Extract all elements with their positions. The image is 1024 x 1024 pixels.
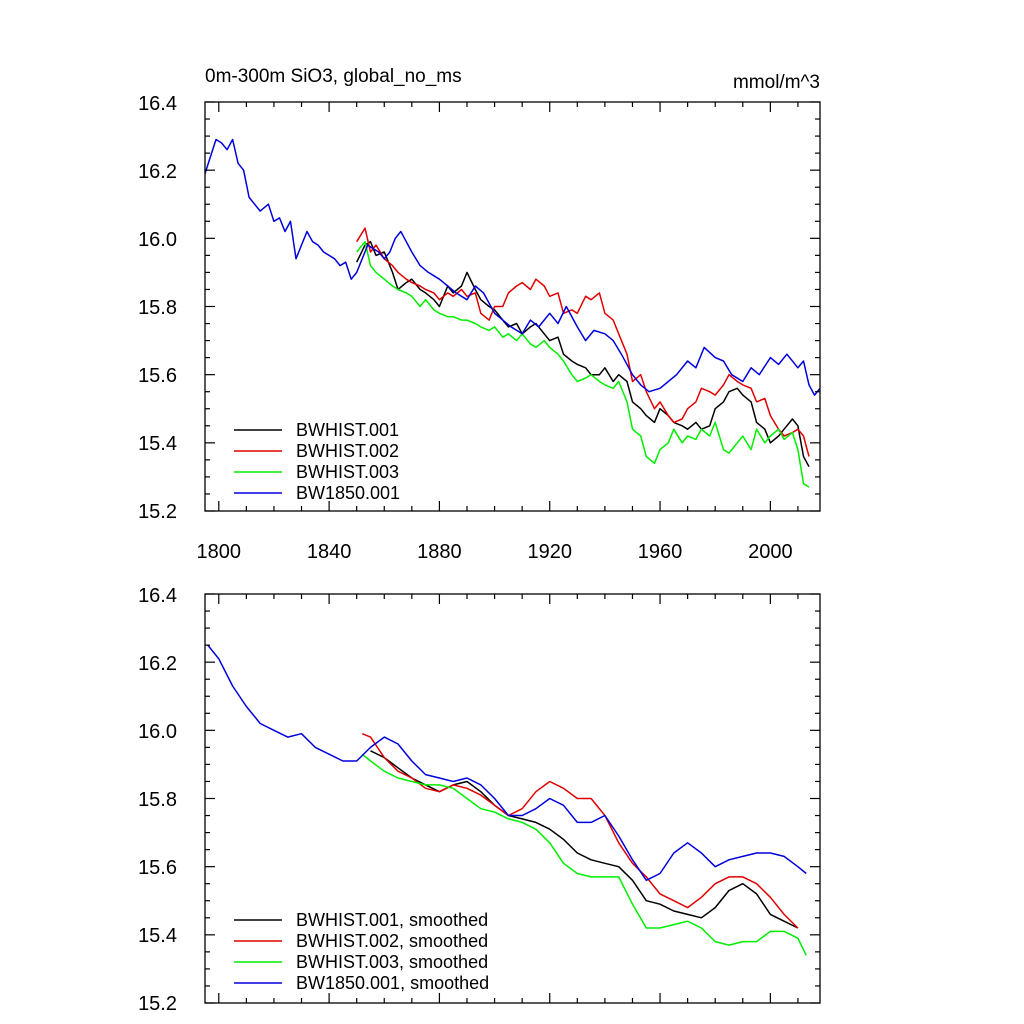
bottom-panel: 16.4 16.2 16.0 15.8 15.6 15.4 15.2 BWHIS… — [138, 585, 821, 1015]
y-tick-label: 16.2 — [138, 161, 177, 183]
y-tick-label: 15.8 — [138, 297, 177, 319]
legend-top: BWHIST.001 BWHIST.002 BWHIST.003 BW1850.… — [234, 420, 400, 503]
legend-label: BW1850.001, smoothed — [296, 973, 489, 993]
legend-label: BWHIST.003, smoothed — [296, 952, 488, 972]
legend-label: BW1850.001 — [296, 483, 400, 503]
x-tick-labels-top: 1800 1840 1880 1920 1960 2000 — [197, 541, 793, 563]
legend-label: BWHIST.001 — [296, 420, 399, 440]
series-line — [356, 240, 810, 468]
y-tick-label: 15.6 — [138, 857, 177, 879]
plot-area-top — [204, 101, 821, 512]
series-line — [361, 733, 799, 929]
ticks-bottom — [205, 593, 820, 1004]
series-line — [361, 753, 807, 956]
y-tick-labels-top: 16.4 16.2 16.0 15.8 15.6 15.4 15.2 — [138, 93, 177, 523]
y-tick-label: 16.0 — [138, 721, 177, 743]
series-line — [204, 138, 821, 396]
y-tick-label: 16.2 — [138, 653, 177, 675]
series-line — [356, 240, 810, 488]
y-tick-label: 16.4 — [138, 93, 177, 115]
y-tick-label: 16.4 — [138, 585, 177, 607]
y-tick-label: 15.8 — [138, 789, 177, 811]
x-tick-label: 1840 — [307, 541, 352, 563]
x-tick-label: 1800 — [197, 541, 242, 563]
series-layer-top — [204, 138, 821, 488]
y-tick-label: 15.4 — [138, 925, 177, 947]
legend-label: BWHIST.001, smoothed — [296, 910, 488, 930]
y-tick-label: 15.4 — [138, 433, 177, 455]
plot-area-bottom — [204, 593, 821, 1004]
y-tick-label: 15.2 — [138, 993, 177, 1015]
x-tick-label: 1920 — [527, 541, 572, 563]
legend-label: BWHIST.003 — [296, 462, 399, 482]
series-layer-bottom — [207, 644, 807, 956]
y-tick-label: 15.6 — [138, 365, 177, 387]
y-tick-labels-bottom: 16.4 16.2 16.0 15.8 15.6 15.4 15.2 — [138, 585, 177, 1015]
y-tick-label: 16.0 — [138, 229, 177, 251]
chart-title: 0m-300m SiO3, global_no_ms — [205, 66, 462, 87]
series-line — [356, 227, 810, 457]
top-panel: 0m-300m SiO3, global_no_ms mmol/m^3 16.4… — [138, 66, 821, 563]
x-tick-label: 1960 — [638, 541, 683, 563]
x-tick-label: 1880 — [417, 541, 462, 563]
legend-label: BWHIST.002 — [296, 441, 399, 461]
y-tick-label: 15.2 — [138, 501, 177, 523]
series-line — [207, 644, 807, 882]
ticks-top — [205, 101, 820, 512]
legend-bottom: BWHIST.001, smoothed BWHIST.002, smoothe… — [234, 910, 489, 993]
x-tick-label: 2000 — [748, 541, 793, 563]
chart-units: mmol/m^3 — [733, 72, 820, 93]
legend-label: BWHIST.002, smoothed — [296, 931, 488, 951]
